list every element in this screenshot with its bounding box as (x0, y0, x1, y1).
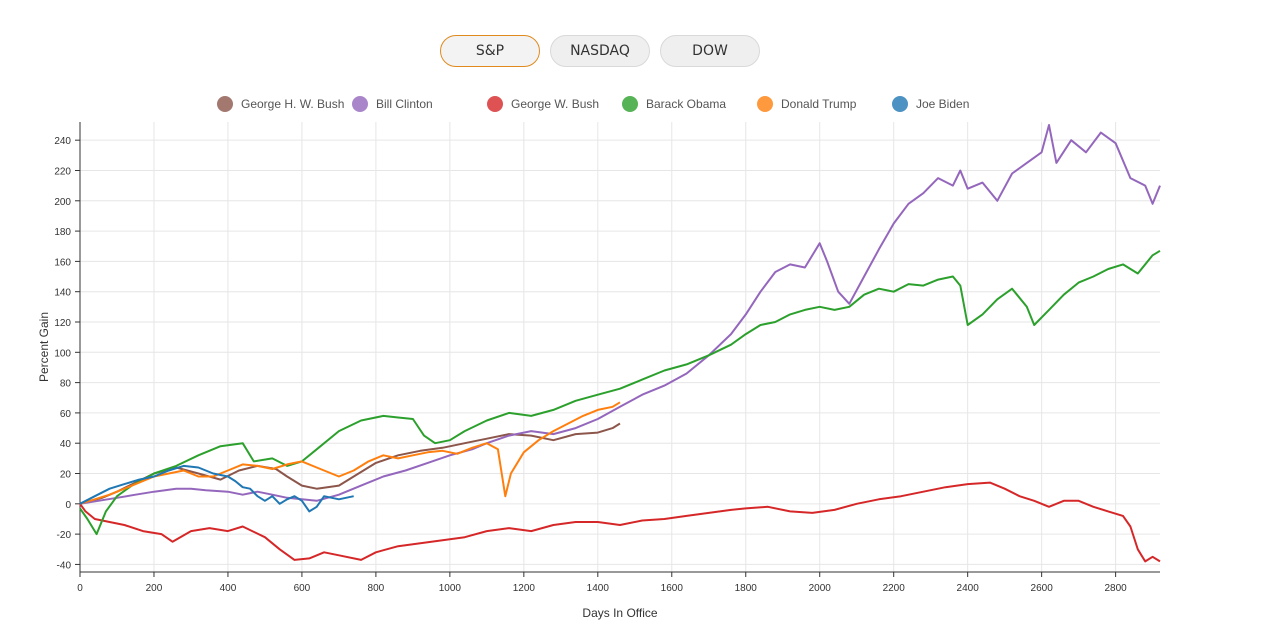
x-tick-label: 400 (220, 583, 237, 594)
y-tick-label: 200 (54, 197, 71, 208)
series-line (79, 401, 621, 505)
series-line (79, 481, 1161, 563)
legend-swatch (217, 96, 233, 112)
legend-item[interactable]: Donald Trump (757, 94, 856, 114)
legend-label: George W. Bush (511, 97, 600, 111)
legend-label: Bill Clinton (376, 97, 433, 111)
x-tick-label: 0 (77, 583, 83, 594)
legend-item[interactable]: Bill Clinton (352, 94, 433, 114)
y-tick-label: 140 (54, 288, 71, 299)
legend-item[interactable]: Barack Obama (622, 94, 726, 114)
legend-item[interactable]: George W. Bush (487, 94, 599, 114)
tab-sp[interactable]: S&P (440, 35, 540, 67)
x-tick-label: 2800 (1104, 583, 1127, 594)
x-tick-label: 600 (294, 583, 311, 594)
x-tick-label: 800 (368, 583, 385, 594)
y-axis-label: Percent Gain (37, 312, 51, 382)
x-tick-label: 1000 (439, 583, 462, 594)
x-tick-label: 2400 (957, 583, 980, 594)
x-tick-label: 2000 (809, 583, 832, 594)
legend-swatch (487, 96, 503, 112)
y-tick-label: 40 (60, 439, 72, 450)
legend-label: George H. W. Bush (241, 97, 345, 111)
y-tick-label: 220 (54, 166, 71, 177)
tab-nasdaq[interactable]: NASDAQ (550, 35, 650, 67)
series-line (79, 464, 354, 513)
x-tick-label: 1400 (587, 583, 610, 594)
legend-swatch (352, 96, 368, 112)
x-tick-label: 1800 (735, 583, 758, 594)
legend-item[interactable]: George H. W. Bush (217, 94, 344, 114)
legend-label: Donald Trump (781, 97, 857, 111)
legend-label: Barack Obama (646, 97, 727, 111)
tab-dow[interactable]: DOW (660, 35, 760, 67)
y-tick-label: 80 (60, 379, 72, 390)
y-tick-label: 100 (54, 348, 71, 359)
y-tick-label: 60 (60, 409, 72, 420)
y-tick-label: 20 (60, 470, 72, 481)
x-axis-label: Days In Office (582, 606, 657, 620)
legend-swatch (622, 96, 638, 112)
y-tick-label: 0 (65, 500, 71, 511)
index-tabs: S&P NASDAQ DOW (0, 35, 1273, 69)
series-line (79, 124, 1161, 505)
y-tick-label: 240 (54, 136, 71, 147)
x-tick-label: 200 (146, 583, 163, 594)
legend-label: Joe Biden (916, 97, 970, 111)
x-tick-label: 2200 (883, 583, 906, 594)
x-tick-label: 1200 (513, 583, 536, 594)
x-tick-label: 1600 (661, 583, 684, 594)
legend-swatch (757, 96, 773, 112)
y-tick-label: 120 (54, 318, 71, 329)
y-tick-label: 160 (54, 257, 71, 268)
legend-swatch (892, 96, 908, 112)
legend-item[interactable]: Joe Biden (892, 94, 969, 114)
x-tick-label: 2600 (1031, 583, 1054, 594)
y-tick-label: 180 (54, 227, 71, 238)
y-tick-label: -40 (57, 560, 72, 571)
series-line (79, 249, 1161, 536)
y-tick-label: -20 (57, 530, 72, 541)
